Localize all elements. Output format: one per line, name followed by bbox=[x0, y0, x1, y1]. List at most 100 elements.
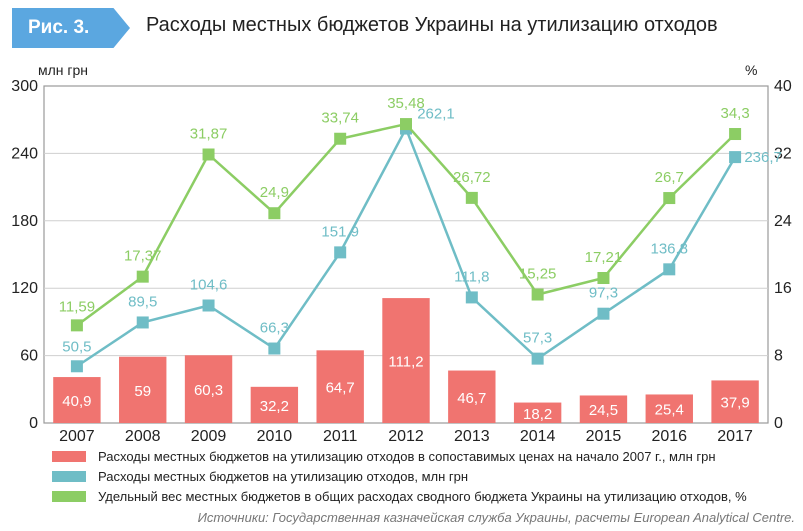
legend-item-blue-line: Расходы местных бюджетов на утилизацию о… bbox=[52, 467, 747, 486]
green-line-point bbox=[136, 270, 149, 283]
figure-badge: Рис. 3. bbox=[12, 8, 130, 48]
y-tick-label: 120 bbox=[11, 280, 38, 297]
blue-line-label: 136,8 bbox=[650, 240, 688, 257]
bar-value-label: 46,7 bbox=[457, 390, 486, 407]
x-tick-label: 2015 bbox=[586, 428, 622, 445]
blue-line-label: 89,5 bbox=[128, 293, 157, 310]
bar-value-label: 37,9 bbox=[720, 395, 749, 412]
legend-label-blue-line: Расходы местных бюджетов на утилизацию о… bbox=[98, 469, 469, 484]
green-line-label: 15,25 bbox=[519, 266, 557, 283]
green-line-point bbox=[70, 319, 83, 332]
y2-tick-label: 16 bbox=[774, 280, 792, 297]
blue-line-label: 66,3 bbox=[260, 320, 289, 337]
green-line-label: 31,87 bbox=[190, 125, 228, 142]
y2-tick-label: 8 bbox=[774, 348, 783, 365]
blue-line-label: 57,3 bbox=[523, 330, 552, 347]
green-line-point bbox=[268, 207, 281, 220]
bar-value-label: 111,2 bbox=[388, 354, 423, 371]
bar-value-label: 59 bbox=[134, 383, 151, 400]
y-tick-label: 300 bbox=[11, 78, 38, 95]
bar bbox=[645, 394, 693, 423]
blue-line-point bbox=[268, 342, 281, 355]
blue-line-point bbox=[334, 246, 347, 259]
green-line bbox=[76, 122, 736, 327]
green-line-label: 26,72 bbox=[453, 169, 491, 186]
green-line-label: 34,3 bbox=[720, 105, 749, 122]
blue-line-point bbox=[597, 307, 610, 320]
y-tick-label: 240 bbox=[11, 145, 38, 162]
source-note: Источники: Государственная казначейская … bbox=[197, 510, 795, 525]
bar bbox=[382, 298, 430, 423]
blue-line-label: 97,3 bbox=[589, 285, 618, 302]
bar bbox=[316, 350, 364, 423]
green-line-label: 11,59 bbox=[59, 298, 95, 315]
green-line-point bbox=[202, 148, 215, 161]
x-tick-label: 2012 bbox=[388, 428, 424, 445]
y2-tick-label: 40 bbox=[774, 78, 792, 95]
blue-line-point bbox=[663, 263, 676, 276]
bar-value-label: 25,4 bbox=[655, 402, 684, 419]
bar bbox=[711, 380, 759, 423]
bar bbox=[513, 402, 562, 423]
bar bbox=[579, 395, 628, 423]
legend-swatch-blue-line bbox=[52, 471, 86, 482]
x-tick-label: 2014 bbox=[520, 428, 556, 445]
green-line-point bbox=[663, 192, 676, 205]
green-line-label: 17,21 bbox=[585, 249, 623, 266]
green-line-label: 17,37 bbox=[124, 248, 162, 265]
right-axis-unit: % bbox=[745, 62, 758, 78]
x-tick-label: 2008 bbox=[125, 428, 161, 445]
blue-line-label: 151,9 bbox=[321, 223, 359, 240]
green-line-label: 26,7 bbox=[655, 169, 684, 186]
green-line-point bbox=[465, 191, 478, 204]
green-line-label: 35,48 bbox=[387, 95, 425, 112]
legend-swatch-green-line bbox=[52, 491, 86, 502]
green-line-point bbox=[400, 118, 412, 131]
x-tick-label: 2010 bbox=[257, 428, 293, 445]
left-axis-unit: млн грн bbox=[38, 62, 89, 78]
chart-title: Расходы местных бюджетов Украины на утил… bbox=[146, 14, 718, 36]
legend-label-bar: Расходы местных бюджетов на утилизацию о… bbox=[98, 449, 716, 464]
green-line-label: 33,74 bbox=[321, 110, 359, 127]
y-tick-label: 0 bbox=[29, 415, 38, 432]
blue-line-point bbox=[531, 352, 544, 365]
y2-tick-label: 24 bbox=[774, 213, 792, 230]
bar bbox=[448, 370, 496, 423]
legend-item-green-line: Удельный вес местных бюджетов в общих ра… bbox=[52, 487, 747, 506]
bar bbox=[53, 377, 101, 423]
x-tick-label: 2013 bbox=[454, 428, 490, 445]
bar bbox=[184, 355, 233, 423]
blue-line-point bbox=[729, 151, 742, 164]
blue-line-label: 50,5 bbox=[62, 338, 91, 355]
green-line-point bbox=[597, 272, 610, 285]
blue-line-label: 236,7 bbox=[744, 149, 782, 166]
legend-swatch-bar bbox=[52, 451, 86, 462]
green-line-point bbox=[729, 128, 742, 141]
x-tick-label: 2017 bbox=[717, 428, 753, 445]
blue-line-point bbox=[202, 299, 215, 312]
y2-tick-label: 0 bbox=[774, 415, 783, 432]
bar-value-label: 60,3 bbox=[194, 382, 223, 399]
legend-label-green-line: Удельный вес местных бюджетов в общих ра… bbox=[98, 489, 747, 504]
green-line-point bbox=[531, 288, 544, 301]
bar bbox=[250, 386, 299, 423]
bar bbox=[119, 356, 167, 423]
legend: Расходы местных бюджетов на утилизацию о… bbox=[52, 447, 747, 507]
blue-line-label: 262,1 bbox=[417, 106, 455, 123]
y-tick-label: 60 bbox=[20, 348, 38, 365]
x-tick-label: 2009 bbox=[191, 428, 227, 445]
y2-tick-label: 32 bbox=[774, 145, 792, 162]
bar-value-label: 24,5 bbox=[589, 402, 618, 419]
blue-line-label: 111,8 bbox=[454, 268, 489, 285]
x-tick-label: 2016 bbox=[651, 428, 687, 445]
blue-line-point bbox=[136, 316, 149, 329]
green-line-point bbox=[334, 132, 347, 145]
bar-value-label: 18,2 bbox=[523, 406, 552, 423]
bar-value-label: 32,2 bbox=[260, 398, 289, 415]
x-tick-label: 2007 bbox=[59, 428, 95, 445]
bar-value-label: 40,9 bbox=[62, 393, 91, 410]
blue-line-label: 104,6 bbox=[190, 276, 228, 293]
x-tick-label: 2011 bbox=[323, 428, 358, 445]
green-line-label: 24,9 bbox=[260, 184, 289, 201]
